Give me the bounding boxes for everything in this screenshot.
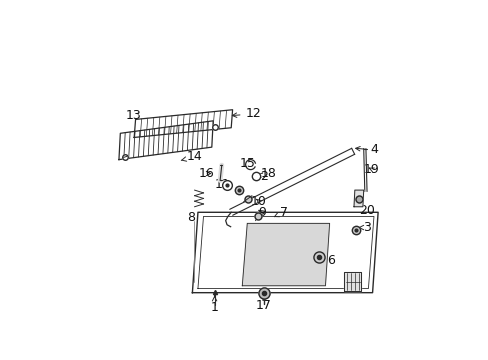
Text: 12: 12 xyxy=(232,107,261,120)
Polygon shape xyxy=(134,110,232,138)
Text: 16: 16 xyxy=(199,167,214,180)
Text: 7: 7 xyxy=(274,206,287,219)
Text: 10: 10 xyxy=(250,195,266,208)
Text: 8: 8 xyxy=(186,211,195,224)
Text: 18: 18 xyxy=(260,167,276,180)
Text: 3: 3 xyxy=(359,221,370,234)
Text: 9: 9 xyxy=(257,206,265,219)
Polygon shape xyxy=(344,272,361,291)
Polygon shape xyxy=(242,223,329,286)
Polygon shape xyxy=(119,121,213,159)
Text: 17: 17 xyxy=(255,299,271,312)
Text: 20: 20 xyxy=(358,204,374,217)
Text: 13: 13 xyxy=(125,109,141,122)
Text: 5: 5 xyxy=(353,281,362,294)
Text: 19: 19 xyxy=(364,163,379,176)
Text: 11: 11 xyxy=(215,178,230,191)
Text: 4: 4 xyxy=(355,143,377,157)
Text: 1: 1 xyxy=(210,296,218,314)
Polygon shape xyxy=(353,190,363,207)
Text: 14: 14 xyxy=(181,150,202,163)
Text: 6: 6 xyxy=(320,254,334,267)
Polygon shape xyxy=(192,212,377,293)
Text: 15: 15 xyxy=(240,157,255,170)
Text: 2: 2 xyxy=(257,170,268,183)
